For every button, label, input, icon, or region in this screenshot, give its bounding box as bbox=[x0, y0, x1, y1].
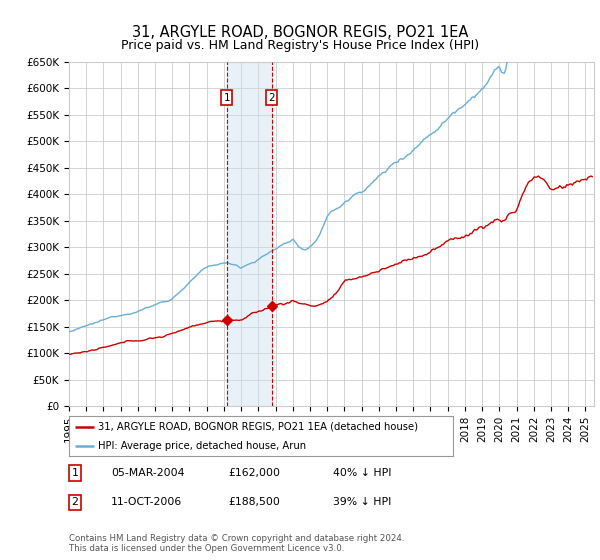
Bar bbox=[227, 62, 272, 406]
Text: £188,500: £188,500 bbox=[228, 497, 280, 507]
Text: 1: 1 bbox=[224, 93, 230, 103]
Text: 40% ↓ HPI: 40% ↓ HPI bbox=[333, 468, 392, 478]
Text: 05-MAR-2004: 05-MAR-2004 bbox=[111, 468, 185, 478]
Text: 2: 2 bbox=[71, 497, 79, 507]
Text: 39% ↓ HPI: 39% ↓ HPI bbox=[333, 497, 391, 507]
Text: 31, ARGYLE ROAD, BOGNOR REGIS, PO21 1EA: 31, ARGYLE ROAD, BOGNOR REGIS, PO21 1EA bbox=[132, 25, 468, 40]
Text: HPI: Average price, detached house, Arun: HPI: Average price, detached house, Arun bbox=[98, 441, 306, 450]
Text: 31, ARGYLE ROAD, BOGNOR REGIS, PO21 1EA (detached house): 31, ARGYLE ROAD, BOGNOR REGIS, PO21 1EA … bbox=[98, 422, 418, 432]
Text: 11-OCT-2006: 11-OCT-2006 bbox=[111, 497, 182, 507]
Text: 2: 2 bbox=[268, 93, 275, 103]
Text: £162,000: £162,000 bbox=[228, 468, 280, 478]
Text: Contains HM Land Registry data © Crown copyright and database right 2024.
This d: Contains HM Land Registry data © Crown c… bbox=[69, 534, 404, 553]
Text: 1: 1 bbox=[71, 468, 79, 478]
Text: Price paid vs. HM Land Registry's House Price Index (HPI): Price paid vs. HM Land Registry's House … bbox=[121, 39, 479, 52]
